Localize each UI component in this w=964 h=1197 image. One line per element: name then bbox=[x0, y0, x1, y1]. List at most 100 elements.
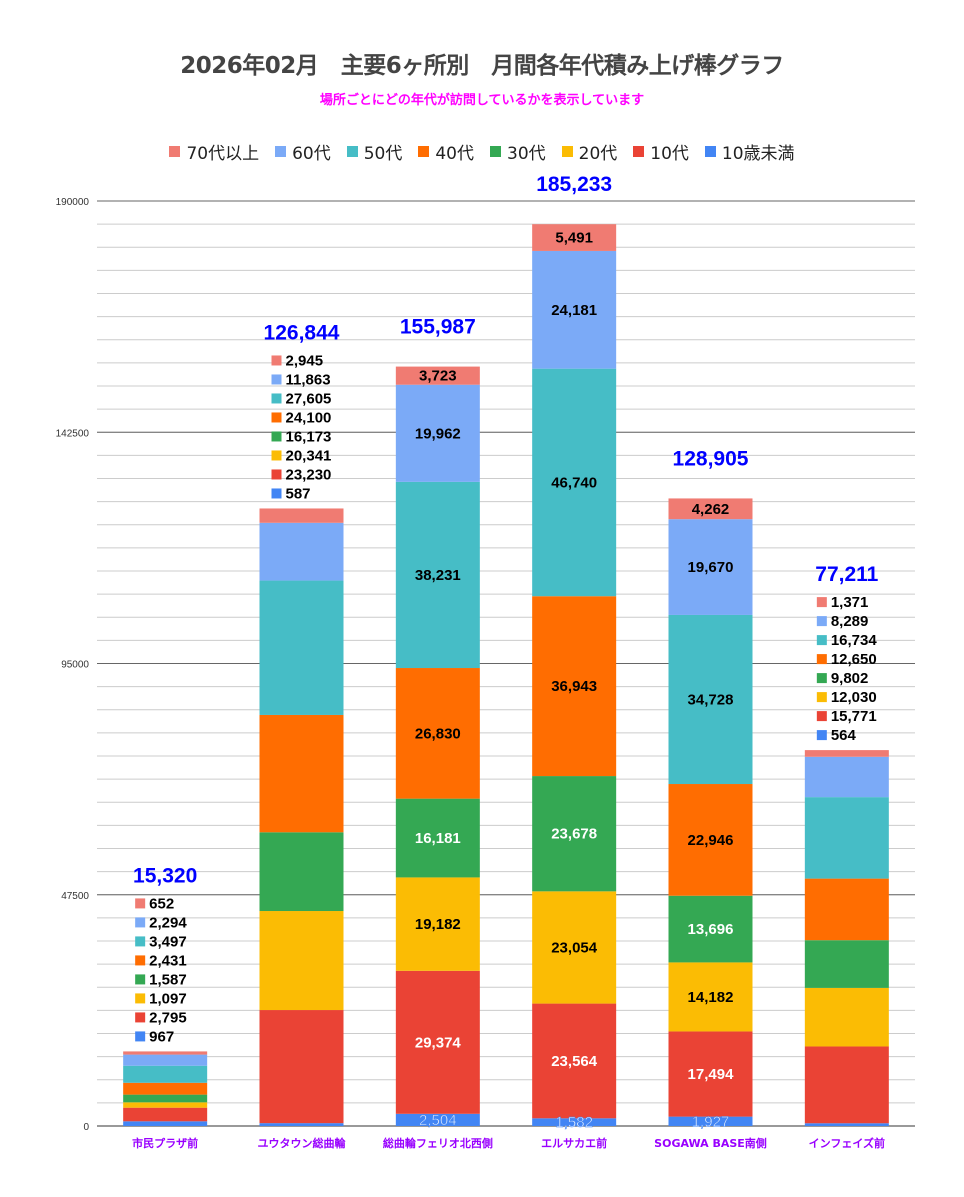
data-label-swatch bbox=[135, 917, 146, 928]
bar-segment bbox=[668, 1116, 753, 1126]
bar-segment bbox=[123, 1065, 208, 1083]
data-label: 9,802 bbox=[831, 670, 869, 687]
data-label: 23,678 bbox=[551, 826, 597, 843]
data-label: 13,696 bbox=[688, 921, 734, 938]
bar-segment bbox=[123, 1054, 208, 1066]
bar-segment bbox=[668, 962, 753, 1032]
bar-segment bbox=[532, 776, 617, 892]
data-label: 652 bbox=[149, 895, 174, 912]
total-label: 185,233 bbox=[536, 173, 612, 196]
data-label: 2,795 bbox=[149, 1009, 187, 1026]
data-label-swatch bbox=[135, 1031, 146, 1042]
bar-segment bbox=[532, 368, 617, 597]
total-label: 128,905 bbox=[673, 447, 749, 470]
bar-segment bbox=[395, 366, 480, 385]
data-label: 1,582 bbox=[555, 1114, 593, 1131]
x-category-label: 総曲輪フェリオ北西側 bbox=[383, 1136, 493, 1150]
data-label: 16,181 bbox=[415, 830, 461, 847]
y-tick-label: 190000 bbox=[56, 197, 90, 208]
legend-item: 20代 bbox=[561, 139, 618, 164]
total-label: 155,987 bbox=[400, 316, 476, 339]
total-label: 15,320 bbox=[133, 864, 197, 887]
legend-label: 20代 bbox=[578, 144, 618, 164]
data-label-swatch bbox=[816, 730, 827, 741]
data-label-swatch bbox=[816, 692, 827, 703]
data-label: 8,289 bbox=[831, 613, 869, 630]
bar-segment bbox=[532, 1003, 617, 1119]
bar-segment bbox=[804, 750, 889, 757]
data-label: 5,491 bbox=[555, 230, 593, 247]
bar-segment bbox=[259, 1010, 344, 1124]
legend-item: 60代 bbox=[275, 139, 331, 164]
data-label: 1,927 bbox=[692, 1113, 730, 1130]
data-label: 11,863 bbox=[286, 371, 331, 388]
bar-segment bbox=[259, 508, 344, 523]
data-label: 26,830 bbox=[415, 725, 461, 742]
data-label: 12,030 bbox=[831, 689, 877, 706]
data-label: 46,740 bbox=[551, 474, 597, 491]
data-label-swatch bbox=[816, 635, 827, 646]
chart-title: 2026年02月 主要6ヶ所別 月間各年代積み上げ棒グラフ bbox=[180, 53, 784, 79]
data-label: 1,097 bbox=[149, 990, 187, 1007]
data-label: 16,734 bbox=[831, 632, 878, 649]
data-label: 16,173 bbox=[286, 428, 332, 445]
data-label: 19,670 bbox=[688, 559, 734, 576]
bar-segment bbox=[395, 970, 480, 1114]
data-label-swatch bbox=[135, 1012, 146, 1023]
data-label-swatch bbox=[271, 450, 282, 461]
data-label-swatch bbox=[271, 469, 282, 480]
data-label: 34,728 bbox=[688, 691, 734, 708]
data-label-swatch bbox=[271, 393, 282, 404]
data-label: 23,054 bbox=[551, 939, 598, 956]
bar-segment bbox=[395, 798, 480, 878]
data-label-swatch bbox=[271, 355, 282, 366]
bar-segment bbox=[259, 832, 344, 912]
data-label-swatch bbox=[135, 936, 146, 947]
data-label: 29,374 bbox=[415, 1034, 462, 1051]
legend-swatch bbox=[561, 146, 573, 157]
legend-item: 10歳未満 bbox=[704, 139, 795, 164]
y-tick-label: 95000 bbox=[61, 660, 89, 671]
y-tick-label: 142500 bbox=[56, 428, 90, 439]
data-label: 1,371 bbox=[831, 594, 869, 611]
legend-swatch bbox=[490, 146, 501, 157]
data-label-swatch bbox=[135, 898, 146, 909]
legend-label: 70代以上 bbox=[186, 144, 260, 164]
legend-label: 10代 bbox=[650, 144, 689, 164]
data-label-swatch bbox=[135, 974, 146, 985]
data-label: 23,564 bbox=[551, 1053, 598, 1070]
bar-segment bbox=[123, 1121, 208, 1126]
bar-segment bbox=[532, 224, 617, 251]
legend-label: 60代 bbox=[292, 144, 331, 164]
data-label-swatch bbox=[271, 412, 282, 423]
data-label: 24,181 bbox=[551, 302, 597, 319]
data-label: 2,294 bbox=[149, 914, 187, 931]
data-label: 17,494 bbox=[688, 1066, 735, 1083]
legend-label: 40代 bbox=[435, 144, 474, 164]
bar-segment bbox=[668, 895, 753, 963]
x-category-label: SOGAWA BASE南側 bbox=[654, 1136, 767, 1150]
data-label: 14,182 bbox=[688, 989, 734, 1006]
data-label-swatch bbox=[816, 597, 827, 608]
y-tick-label: 47500 bbox=[61, 891, 89, 902]
legend-swatch bbox=[346, 146, 358, 157]
bar-segment bbox=[395, 1113, 480, 1126]
x-category-label: エルサカエ前 bbox=[541, 1136, 607, 1150]
bar-segment bbox=[668, 784, 753, 896]
legend-item: 30代 bbox=[490, 139, 546, 164]
bar-segment bbox=[668, 1031, 753, 1117]
data-label: 19,182 bbox=[415, 916, 461, 933]
bar-segment bbox=[123, 1051, 208, 1055]
bar-segment bbox=[532, 891, 617, 1004]
legend-item: 70代以上 bbox=[169, 139, 259, 164]
bar-segment bbox=[804, 797, 889, 879]
data-label-swatch bbox=[816, 654, 827, 665]
legend-item: 50代 bbox=[346, 139, 402, 164]
bar-segment bbox=[259, 911, 344, 1011]
bar-segment bbox=[804, 756, 889, 798]
legend-swatch bbox=[275, 146, 287, 157]
x-category-label: インフェイズ前 bbox=[809, 1136, 885, 1150]
bar-segment bbox=[123, 1082, 208, 1095]
bar-segment bbox=[804, 878, 889, 941]
bar-segment bbox=[532, 1118, 617, 1126]
